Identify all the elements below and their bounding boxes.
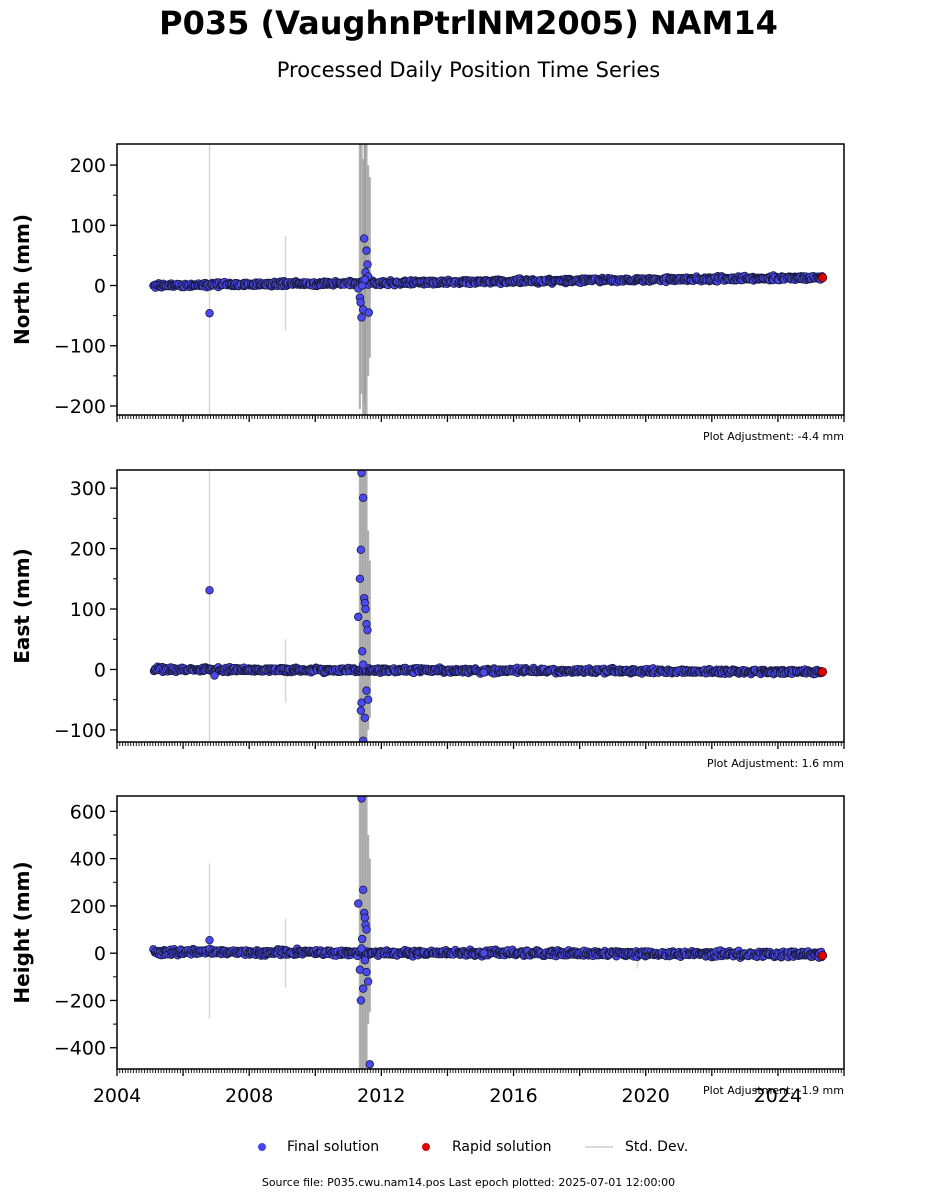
final-solution-point — [358, 493, 368, 503]
y-tick-label: −200 — [54, 990, 106, 1012]
final-solution-point — [363, 625, 372, 635]
x-tick-label: 2008 — [225, 1085, 273, 1107]
chart-title: P035 (VaughnPtrlNM2005) NAM14 — [159, 4, 778, 42]
y-tick-label: 600 — [70, 801, 106, 823]
plot-area-2 — [149, 796, 828, 1069]
panel-2: −400 −200 0 200 400 600 Height (mm) Plot Adjust… — [10, 795, 845, 1097]
final-solution-point — [479, 948, 489, 958]
final-solution-point — [205, 935, 214, 945]
x-tick-label: 2024 — [754, 1085, 802, 1107]
y-tick-label: 300 — [70, 478, 106, 500]
final-solution-point — [357, 313, 366, 322]
y-tick-label: −100 — [54, 720, 106, 742]
final-solution-point — [356, 706, 366, 715]
final-solution-point — [360, 275, 370, 284]
x-tick-label: 2004 — [93, 1085, 141, 1107]
x-tick-label: 2016 — [489, 1085, 537, 1107]
plot-frame — [116, 469, 845, 743]
final-solution-point — [356, 545, 366, 554]
final-solution-point — [363, 695, 373, 704]
y-tick-label: 100 — [70, 215, 106, 237]
final-solution-marker — [258, 1143, 266, 1151]
y-tick-label: 200 — [70, 539, 106, 561]
final-solution-point — [357, 647, 367, 656]
y-tick-label: 100 — [70, 599, 106, 621]
stddev-line-marker — [585, 1146, 613, 1148]
y-tick-label: 200 — [70, 896, 106, 918]
legend-label-final: Final solution — [287, 1139, 380, 1155]
chart-subtitle: Processed Daily Position Time Series — [276, 58, 661, 82]
plot-adjustment-note: Plot Adjustment: -4.4 mm — [703, 430, 844, 443]
final-solution-point — [354, 899, 363, 908]
final-solution-point — [479, 668, 489, 677]
y-axis-label: North (mm) — [10, 214, 34, 345]
final-solution-point — [358, 736, 368, 742]
rapid-solution-point — [817, 667, 828, 677]
final-solution-point — [210, 671, 219, 680]
final-solution-point — [358, 660, 368, 669]
final-solution-point — [205, 586, 214, 595]
final-solution-point — [360, 956, 370, 965]
legend-label-stddev: Std. Dev. — [625, 1139, 689, 1155]
rapid-solution-point — [817, 273, 828, 283]
panel-1: −100 0 100 200 300 East (mm) Plot Adjustment: … — [10, 469, 845, 770]
final-solution-point — [362, 686, 371, 695]
final-solution-point — [356, 298, 365, 307]
final-solution-point — [354, 612, 363, 622]
final-solution-point — [360, 713, 370, 723]
y-tick-label: 0 — [94, 276, 106, 298]
y-tick-label: 0 — [94, 659, 106, 681]
final-solution-point — [205, 309, 214, 318]
chart-legend: Final solution Rapid solution Std. Dev. — [0, 1136, 937, 1160]
final-solution-point — [361, 604, 370, 614]
final-solution-point — [357, 796, 366, 803]
y-axis-label: Height (mm) — [10, 861, 34, 1003]
y-tick-label: −200 — [54, 396, 106, 418]
y-axis-label: East (mm) — [10, 548, 34, 664]
y-tick-label: −100 — [54, 336, 106, 358]
final-solution-point — [360, 913, 370, 922]
y-tick-label: 400 — [70, 849, 106, 871]
final-solution-point — [362, 246, 371, 255]
final-solution-point — [358, 984, 368, 993]
final-solution-point — [364, 308, 374, 317]
final-solution-point — [357, 470, 366, 478]
plot-adjustment-note: Plot Adjustment: 1.6 mm — [707, 757, 844, 770]
x-tick-label: 2012 — [357, 1085, 405, 1107]
final-solution-point — [358, 885, 368, 895]
legend-label-rapid: Rapid solution — [452, 1139, 552, 1155]
rapid-solution-point — [817, 950, 828, 961]
y-tick-label: −400 — [54, 1038, 106, 1060]
final-solution-point — [357, 944, 366, 953]
final-solution-point — [363, 260, 372, 269]
plot-area-0 — [149, 144, 828, 415]
final-solution-point — [357, 934, 367, 944]
final-solution-point — [363, 977, 373, 986]
final-solution-point — [365, 1060, 374, 1069]
final-solution-point — [355, 574, 365, 583]
x-tick-label: 2020 — [622, 1085, 670, 1107]
y-tick-label: 200 — [70, 155, 106, 177]
plot-adjustment-note: Plot Adjustment: -1.9 mm — [703, 1084, 844, 1097]
final-solution-point — [356, 996, 366, 1005]
panel-0: −200 −100 0 100 200 North (mm) Plot Adjustment… — [10, 143, 845, 443]
plot-frame — [116, 795, 845, 1070]
final-solution-point — [359, 234, 369, 243]
rapid-solution-marker — [422, 1143, 430, 1151]
source-footer: Source file: P035.cwu.nam14.pos Last epo… — [261, 1176, 676, 1189]
plot-area-1 — [149, 470, 828, 742]
final-solution-point — [362, 925, 371, 934]
final-solution-point — [362, 967, 371, 977]
y-tick-label: 0 — [94, 943, 106, 965]
